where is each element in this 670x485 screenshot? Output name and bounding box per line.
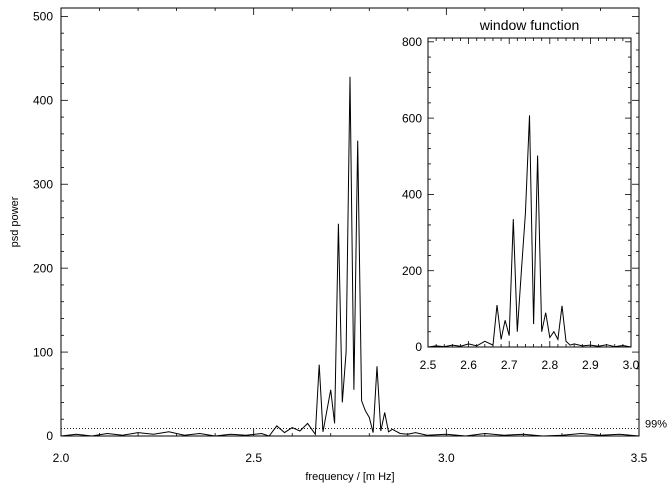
y-tick-label: 800 xyxy=(402,35,422,49)
panel-0: 2.0 2.5 3.0 3.5 0 100 200 300 400 500 99% frequency… xyxy=(9,7,667,483)
y-tick-label: 200 xyxy=(402,264,422,278)
x-tick-label: 2.5 xyxy=(245,451,262,465)
x-tick-label: 3.0 xyxy=(438,451,455,465)
x-axis-label: frequency / [m Hz] xyxy=(305,471,394,483)
x-tick-label: 2.5 xyxy=(420,358,437,372)
y-tick-label: 400 xyxy=(402,188,422,202)
y-axis-label: psd power xyxy=(9,196,21,247)
y-tick-label: 0 xyxy=(415,340,422,354)
x-tick-label: 2.6 xyxy=(460,358,477,372)
x-tick-label: 2.8 xyxy=(541,358,558,372)
x-tick-label: 3.0 xyxy=(623,358,640,372)
y-tick-label: 400 xyxy=(33,94,53,108)
x-tick-label: 2.0 xyxy=(53,451,70,465)
y-tick-label: 0 xyxy=(46,429,53,443)
y-tick-label: 500 xyxy=(33,10,53,24)
y-tick-label: 200 xyxy=(33,261,53,275)
x-tick-label: 2.9 xyxy=(582,358,599,372)
y-tick-label: 100 xyxy=(33,345,53,359)
plot-frame xyxy=(427,37,632,348)
y-tick-label: 300 xyxy=(33,177,53,191)
series-line-0 xyxy=(60,76,640,437)
plot-frame xyxy=(60,7,640,437)
chart-title: window function xyxy=(479,17,580,33)
panel-1: 2.5 2.6 2.7 2.8 2.9 3.0 0 200 400 600 800 window fu… xyxy=(402,17,640,372)
x-tick-label: 2.7 xyxy=(501,358,518,372)
x-tick-label: 3.5 xyxy=(631,451,648,465)
y-tick-label: 600 xyxy=(402,111,422,125)
threshold-label: 99% xyxy=(645,418,667,430)
series-line-0 xyxy=(427,115,632,348)
